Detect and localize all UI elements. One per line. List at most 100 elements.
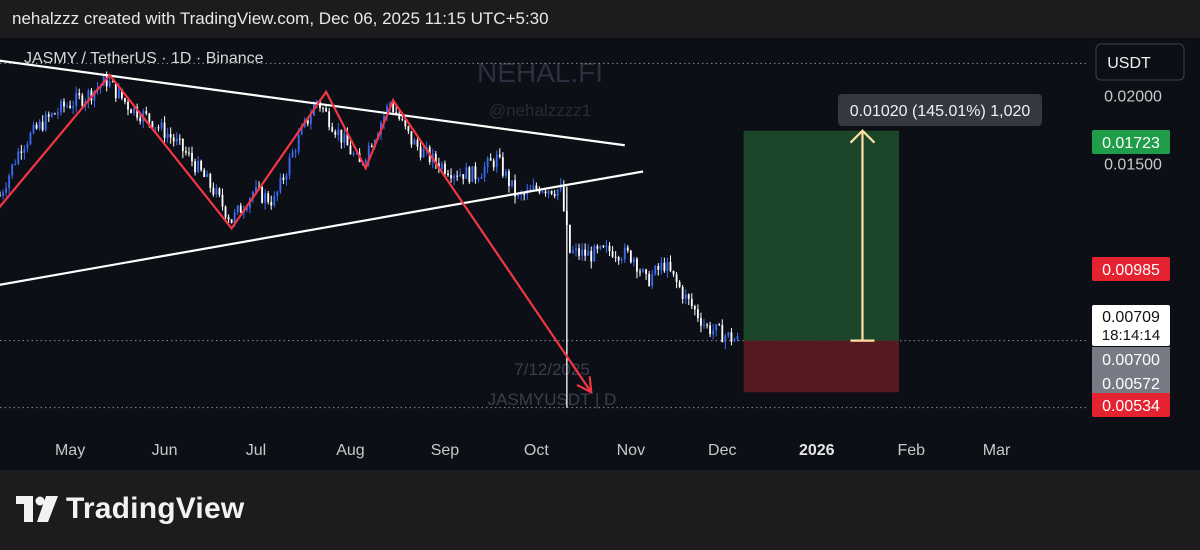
- brand-name: TradingView: [66, 492, 245, 525]
- countdown-label: 18:14:14: [1102, 327, 1160, 344]
- candle-body: [654, 266, 657, 275]
- candle-body: [105, 76, 108, 87]
- candle-body: [672, 270, 675, 275]
- candle-body: [608, 245, 611, 252]
- measure-label-box: [838, 94, 1042, 126]
- candle-body: [157, 127, 160, 129]
- time-axis[interactable]: [0, 428, 1088, 470]
- candle-body: [133, 107, 136, 114]
- candle-body: [261, 187, 264, 203]
- candle-body: [578, 248, 580, 256]
- candle-body: [306, 119, 309, 124]
- price-chart[interactable]: NEHAL.FI @nehalzzzz1 7/12/2025 JASMYUSDT…: [0, 38, 1200, 470]
- candle-body: [206, 174, 209, 177]
- long-position-zones[interactable]: [743, 130, 900, 393]
- candle-body: [264, 193, 267, 203]
- candle-body: [78, 93, 81, 96]
- candle-body: [273, 196, 276, 206]
- currency-label[interactable]: USDT: [1107, 55, 1151, 72]
- candle-body: [230, 219, 233, 224]
- candle-body: [663, 262, 666, 271]
- price-tag-grey-1: 0.00700: [1092, 347, 1170, 371]
- candle-body: [224, 206, 227, 218]
- candle-body: [236, 205, 239, 213]
- price-tag-grey-2-label: 0.00572: [1102, 376, 1160, 393]
- candle-body: [285, 175, 288, 180]
- candle-body: [267, 193, 270, 203]
- price-tag-stop-label: 0.00985: [1102, 262, 1160, 279]
- price-tag-target: 0.01723: [1092, 130, 1170, 154]
- reference-lines: [0, 62, 1088, 409]
- x-tick-label: May: [55, 442, 85, 459]
- candle-body: [343, 133, 346, 143]
- candle-body: [276, 191, 279, 197]
- candle-body: [148, 113, 151, 122]
- candle-body: [334, 131, 337, 135]
- candle-body: [715, 324, 718, 331]
- currency-button[interactable]: [1095, 43, 1185, 81]
- candle-body: [279, 177, 282, 192]
- candle-body: [69, 105, 72, 108]
- candle-body: [450, 175, 452, 179]
- candle-body: [227, 217, 230, 220]
- candle-body: [111, 81, 114, 83]
- candle-body: [736, 336, 739, 340]
- candle-body: [517, 194, 520, 197]
- candle-body: [575, 248, 577, 251]
- candle-body: [50, 113, 53, 117]
- candle-body: [398, 114, 401, 120]
- candle-body: [218, 188, 221, 195]
- candle-body: [325, 108, 328, 112]
- candle-body: [239, 205, 242, 213]
- candle-body: [127, 101, 129, 110]
- candle-body: [130, 109, 132, 114]
- candle-body: [288, 157, 291, 176]
- price-tag-last: 0.00709 18:14:14: [1092, 305, 1170, 346]
- candle-body: [309, 115, 312, 124]
- candle-body: [209, 174, 212, 188]
- candle-body: [194, 161, 196, 173]
- candle-body: [696, 309, 699, 319]
- candle-body: [178, 138, 181, 140]
- candle-body: [550, 190, 553, 195]
- candle-body: [203, 170, 206, 177]
- header-caption: nehalzzz created with TradingView.com, D…: [0, 0, 1200, 38]
- chart-area[interactable]: NEHAL.FI @nehalzzzz1 7/12/2025 JASMYUSDT…: [0, 38, 1200, 470]
- candle-body: [389, 103, 392, 107]
- candle-body: [584, 249, 587, 256]
- candle-body: [626, 247, 629, 251]
- candle-body: [282, 177, 285, 180]
- candle-body: [355, 153, 358, 155]
- time-axis-ticks: May Jun Jul Aug Sep Oct Nov Dec 2026 Feb Mar: [55, 442, 1011, 459]
- candle-body: [456, 175, 459, 177]
- candle-body: [556, 189, 559, 196]
- candle-body: [629, 250, 632, 263]
- stop-zone: [743, 340, 900, 393]
- candle-body: [581, 249, 584, 256]
- candle-body: [29, 132, 32, 145]
- footer: TradingView: [0, 470, 1200, 550]
- drawings[interactable]: [0, 58, 876, 395]
- candle-body: [520, 193, 523, 195]
- candle-body: [11, 164, 14, 176]
- candle-body: [416, 140, 419, 147]
- candle-body: [166, 134, 169, 139]
- candle-body: [605, 245, 608, 248]
- candle-body: [14, 164, 17, 166]
- candle-body: [114, 82, 117, 99]
- candle-body: [639, 271, 641, 273]
- symbol-title: JASMY / TetherUS · 1D · Binance: [24, 50, 264, 67]
- price-axis-ticks: 0.02000 0.01500: [1104, 88, 1162, 173]
- x-tick-label: Jul: [246, 442, 266, 459]
- candle-body: [270, 202, 273, 206]
- watermark-handle: @nehalzzzz1: [489, 101, 591, 120]
- candle-body: [221, 194, 224, 207]
- candle-body: [474, 166, 477, 180]
- x-tick-label: 2026: [799, 442, 835, 459]
- candle-body: [181, 138, 184, 152]
- candle-body: [501, 156, 504, 176]
- candle-body: [492, 160, 495, 168]
- candle-body: [386, 106, 388, 116]
- candle-body: [703, 324, 705, 326]
- candle-body: [444, 163, 446, 174]
